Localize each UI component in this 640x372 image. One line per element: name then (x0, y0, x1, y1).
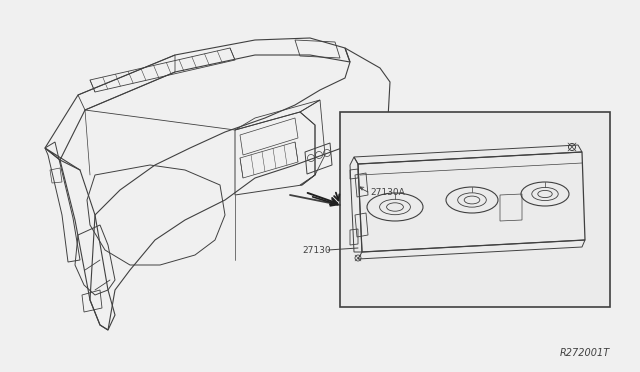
Text: 27130: 27130 (302, 246, 331, 254)
Text: R272001T: R272001T (560, 348, 610, 358)
Text: 27130A: 27130A (370, 187, 404, 196)
Bar (340, 112, 610, 307)
